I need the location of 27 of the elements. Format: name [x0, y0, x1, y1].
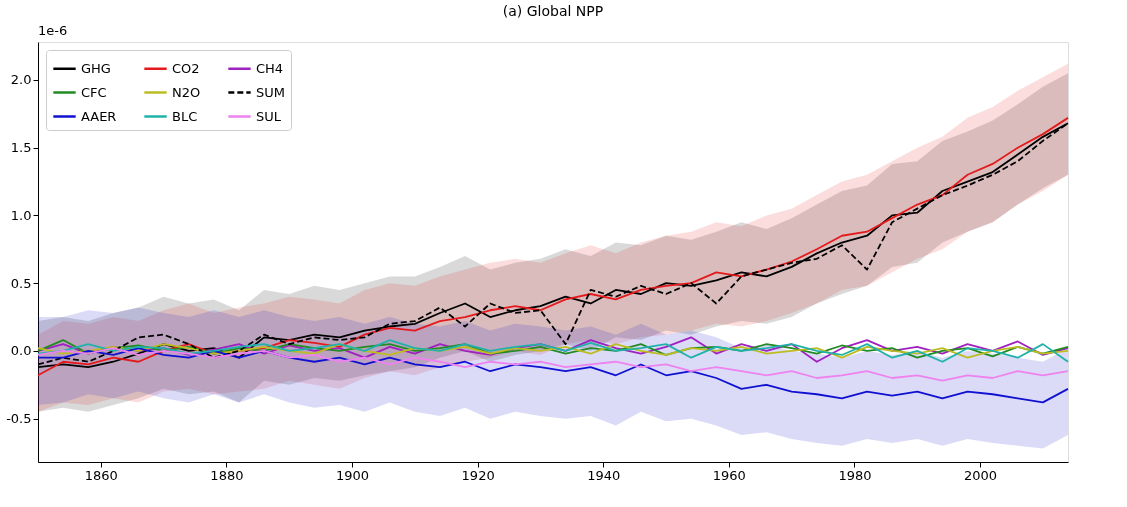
x-tick-label: 1960: [712, 467, 746, 483]
y-tick-label: 0.5: [10, 275, 32, 291]
x-tick-label: 1940: [587, 467, 621, 483]
y-tick-label: 1.5: [10, 140, 32, 156]
x-tick-label: 1880: [210, 467, 244, 483]
line-series: [37, 347, 1069, 404]
legend-label: CO2: [172, 60, 200, 76]
y-tick-label: 2.0: [10, 72, 32, 88]
legend-label: SUL: [256, 108, 282, 124]
legend-label: SUM: [256, 84, 285, 100]
x-tick-label: 1920: [461, 467, 495, 483]
legend-label: N2O: [172, 84, 201, 100]
y-tick-label: -0.5: [6, 411, 32, 427]
y-tick-label: 1.0: [10, 207, 32, 223]
legend-label: AAER: [81, 108, 117, 124]
legend-label: CH4: [256, 60, 284, 76]
line-series: [37, 347, 1069, 382]
x-tick-label: 1900: [335, 467, 370, 483]
chart-title: (a) Global NPP: [502, 3, 604, 19]
legend-label: CFC: [81, 84, 107, 100]
y-tick-label: 0.0: [10, 343, 32, 359]
x-tick-label: 1860: [84, 467, 118, 483]
legend-label: GHG: [81, 60, 111, 76]
text: 1e-6: [38, 23, 68, 38]
x-tick-label: 2000: [964, 467, 998, 483]
legend-label: BLC: [172, 108, 198, 124]
x-tick-label: 1980: [838, 467, 872, 483]
